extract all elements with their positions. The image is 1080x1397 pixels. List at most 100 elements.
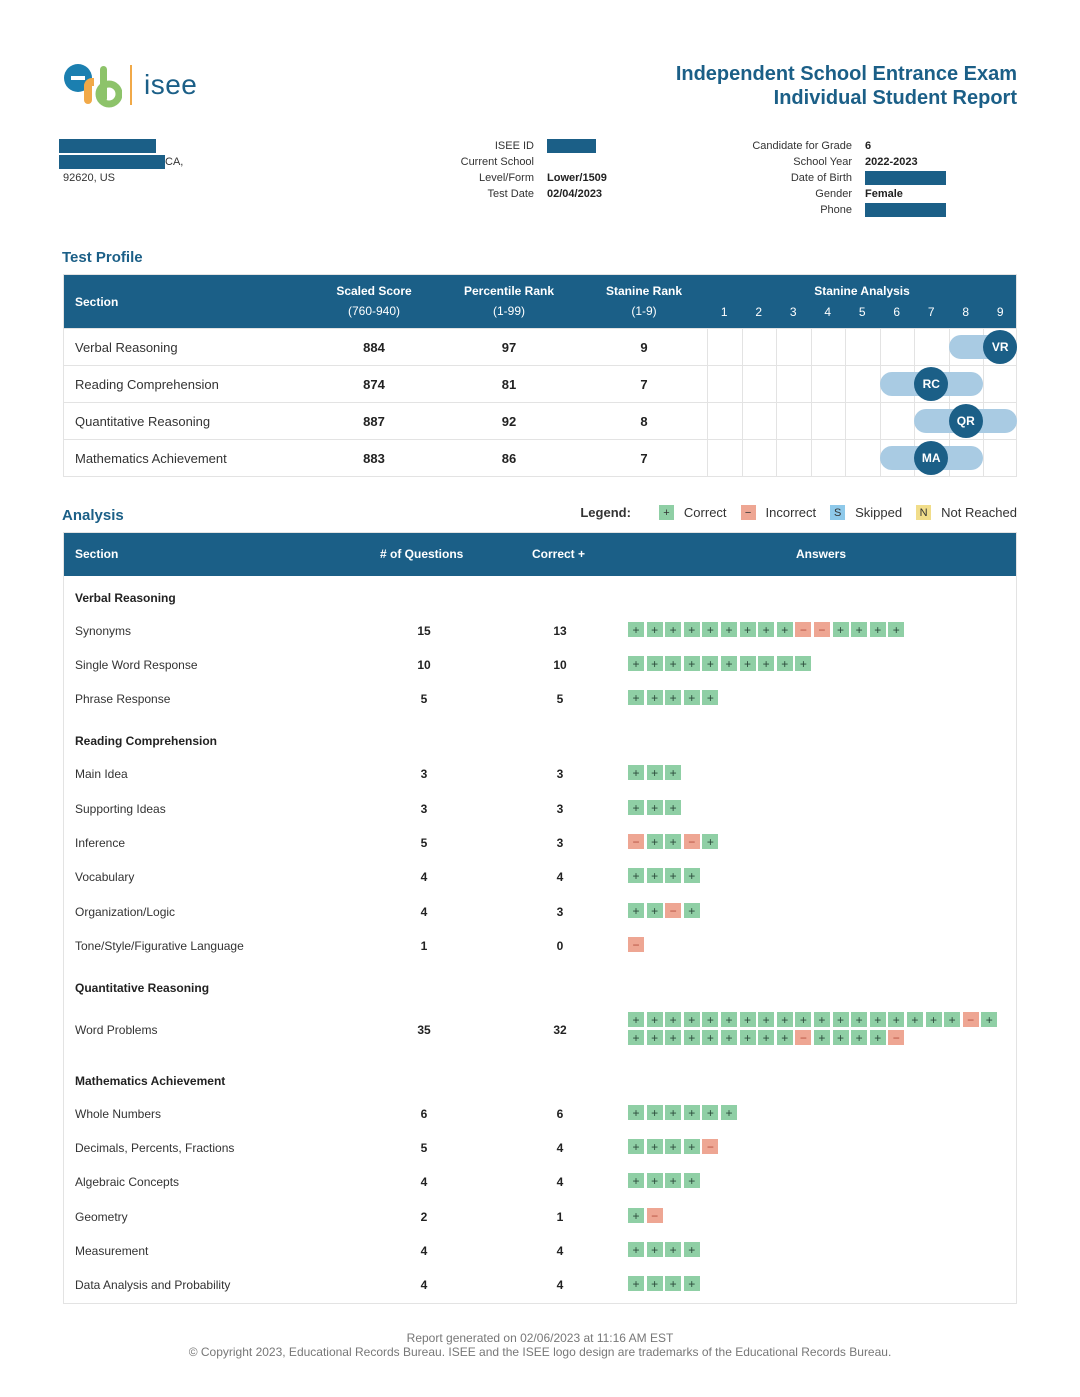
test-info-row: Test Date 02/04/2023 <box>430 186 607 202</box>
stanine-cell <box>983 440 1018 476</box>
answer-correct: + <box>702 690 719 705</box>
question-count: 6 <box>420 1107 428 1121</box>
test-profile-title: Test Profile <box>62 249 143 266</box>
answer-correct: + <box>906 1012 923 1027</box>
answer-boxes: − + + − + <box>628 834 1008 852</box>
answer-incorrect: − <box>702 1139 719 1154</box>
candidate-info-label: Date of Birth <box>790 172 852 184</box>
answer-correct: + <box>665 1105 682 1120</box>
answer-correct: + <box>683 1139 700 1154</box>
candidate-info-value: 6 <box>865 140 872 152</box>
analysis-row-label: Tone/Style/Figurative Language <box>75 939 244 953</box>
answer-correct: + <box>702 1105 719 1120</box>
question-count: 4 <box>420 1175 428 1189</box>
analysis-row-label: Whole Numbers <box>75 1107 162 1121</box>
student-address: CA, 92620, US <box>59 138 183 186</box>
analysis-title: Analysis <box>62 507 124 524</box>
answer-correct: + <box>628 903 644 918</box>
stanine-marker: RC <box>914 367 949 401</box>
answer-correct: + <box>665 690 682 705</box>
answer-correct: + <box>702 622 719 637</box>
stanine-cell <box>741 366 777 402</box>
scaled-score: 874 <box>363 377 385 392</box>
answer-correct: + <box>758 622 775 637</box>
test-info-row: Current School <box>430 154 607 170</box>
answer-boxes: − <box>628 937 1008 955</box>
answer-correct: + <box>665 1030 682 1045</box>
question-count: 1 <box>420 939 428 953</box>
answer-correct: + <box>646 622 663 637</box>
answer-incorrect: − <box>795 1030 812 1045</box>
test-info-value: 02/04/2023 <box>547 188 603 200</box>
stanine-marker: VR <box>983 330 1018 364</box>
answer-boxes: + + + + + + + + + + <box>628 656 1008 674</box>
answer-correct: + <box>646 868 663 883</box>
answer-correct: + <box>646 1276 663 1291</box>
answer-correct: + <box>628 690 644 705</box>
question-count: 5 <box>420 692 428 706</box>
candidate-info-value: 2022-2023 <box>865 156 918 168</box>
answer-boxes: + + + + + <box>628 690 1008 708</box>
answer-correct: + <box>646 1139 663 1154</box>
address-state: CA, <box>165 156 184 168</box>
stanine-analysis: VR <box>707 329 1018 365</box>
answer-correct: + <box>646 656 663 671</box>
test-info-label: Level/Form <box>478 172 534 184</box>
stanine-cell <box>879 329 915 365</box>
copyright: © Copyright 2023, Educational Records Bu… <box>188 1345 892 1359</box>
analysis-row-label: Inference <box>75 836 126 850</box>
redaction-bar <box>865 171 946 186</box>
header-scaled-score: Scaled Score (760-940) <box>336 284 412 318</box>
correct-count: 10 <box>553 658 567 672</box>
answer-correct: + <box>665 800 682 815</box>
legend-item: − Incorrect <box>740 505 817 520</box>
answer-correct: + <box>683 1030 700 1045</box>
stanine-cell <box>983 366 1018 402</box>
question-count: 3 <box>420 802 428 816</box>
report-title: Independent School Entrance Exam Individ… <box>676 62 1017 110</box>
candidate-info-label: Gender <box>815 188 852 200</box>
stanine-cell <box>776 366 811 402</box>
answer-correct: + <box>683 690 700 705</box>
erb-logo: isee <box>62 62 197 108</box>
answer-boxes: + + + + + + + + + − − + + + + <box>628 622 1008 640</box>
scaled-score: 887 <box>363 414 385 429</box>
stanine-cell <box>776 403 811 439</box>
legend-swatch: N <box>916 505 932 520</box>
stanine-cell <box>707 366 742 402</box>
analysis-header-answers: Answers <box>796 547 847 561</box>
answer-correct: + <box>628 1105 644 1120</box>
legend-title: Legend: <box>580 505 631 520</box>
candidate-info-redacted-value <box>852 202 946 218</box>
correct-count: 4 <box>556 870 564 884</box>
stanine-cell <box>707 440 742 476</box>
legend-swatch: + <box>658 505 674 520</box>
answer-correct: + <box>702 1030 719 1045</box>
answer-correct: + <box>628 800 644 815</box>
stanine-number: 5 <box>858 305 866 319</box>
answer-correct: + <box>720 1105 737 1120</box>
answer-correct: + <box>758 656 775 671</box>
percentile-rank: 92 <box>501 414 517 429</box>
test-info: ISEE ID Current School Level/Form Lower/150… <box>430 138 607 202</box>
stanine-analysis: QR <box>707 403 1018 439</box>
test-profile-header: Section Scaled Score (760-940) Percentile… <box>64 275 1016 328</box>
answer-correct: + <box>683 1276 700 1291</box>
answer-correct: + <box>702 1012 719 1027</box>
profile-section: Reading Comprehension <box>75 377 219 392</box>
stanine-cell <box>810 366 846 402</box>
percentile-rank: 86 <box>501 451 517 466</box>
answer-correct: + <box>851 622 868 637</box>
analysis-row-label: Decimals, Percents, Fractions <box>75 1141 235 1155</box>
answer-incorrect: − <box>683 834 700 849</box>
stanine-number: 7 <box>927 305 935 319</box>
stanine-cell <box>845 366 880 402</box>
answer-correct: + <box>795 656 812 671</box>
header-stanine-rank: Stanine Rank (1-9) <box>605 284 683 318</box>
answer-correct: + <box>813 1030 830 1045</box>
question-count: 5 <box>420 1141 428 1155</box>
legend-label: Incorrect <box>765 505 817 520</box>
legend-item: S Skipped <box>830 505 902 520</box>
answer-correct: + <box>683 656 700 671</box>
report-generated: Report generated on 02/06/2023 at 11:16 … <box>406 1331 674 1345</box>
